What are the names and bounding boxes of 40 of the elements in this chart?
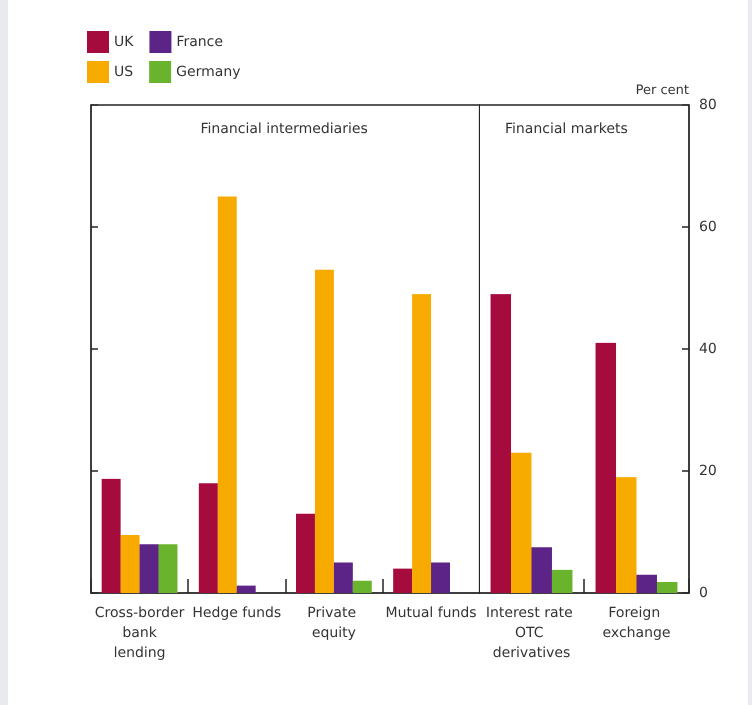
y-tick-label: 0 (699, 585, 708, 601)
x-tick-label: Hedge funds (192, 605, 282, 621)
y-tick-label: 20 (699, 463, 717, 479)
bar (552, 570, 572, 593)
bar (334, 562, 353, 593)
bar (314, 270, 334, 593)
x-tick-label: Private equity (307, 605, 361, 641)
x-tick-label: Foreign exchange (602, 605, 670, 641)
legend-label: US (114, 64, 134, 80)
bar (218, 196, 237, 593)
y-axis-title: Per cent (636, 83, 689, 98)
text: Financial markets (505, 121, 628, 137)
bar (490, 294, 512, 593)
bar (198, 483, 218, 593)
bar (393, 568, 412, 593)
bar (140, 544, 159, 593)
legend-label: France (176, 34, 223, 50)
x-tick-label: Interest rate OTC derivatives (486, 605, 578, 661)
text: Financial intermediaries (200, 121, 368, 137)
y-tick-label: 60 (699, 219, 717, 235)
bar (636, 574, 657, 593)
y-tick-label: 80 (699, 97, 717, 113)
bar (616, 477, 636, 593)
legend-label: UK (114, 34, 134, 50)
bar (120, 535, 140, 593)
bar (352, 580, 372, 593)
bar (296, 514, 315, 593)
bar (236, 586, 256, 593)
bar (511, 452, 532, 593)
bar (158, 544, 178, 593)
legend-label: Germany (176, 64, 240, 80)
bar (532, 547, 552, 593)
bar (596, 342, 616, 593)
bar (431, 562, 450, 593)
bar (656, 582, 678, 593)
bar (412, 294, 432, 593)
bar (102, 478, 121, 593)
x-tick-label: Mutual funds (386, 605, 477, 621)
y-tick-label: 40 (699, 341, 717, 357)
x-tick-label: Cross-border bank lending (94, 605, 185, 661)
